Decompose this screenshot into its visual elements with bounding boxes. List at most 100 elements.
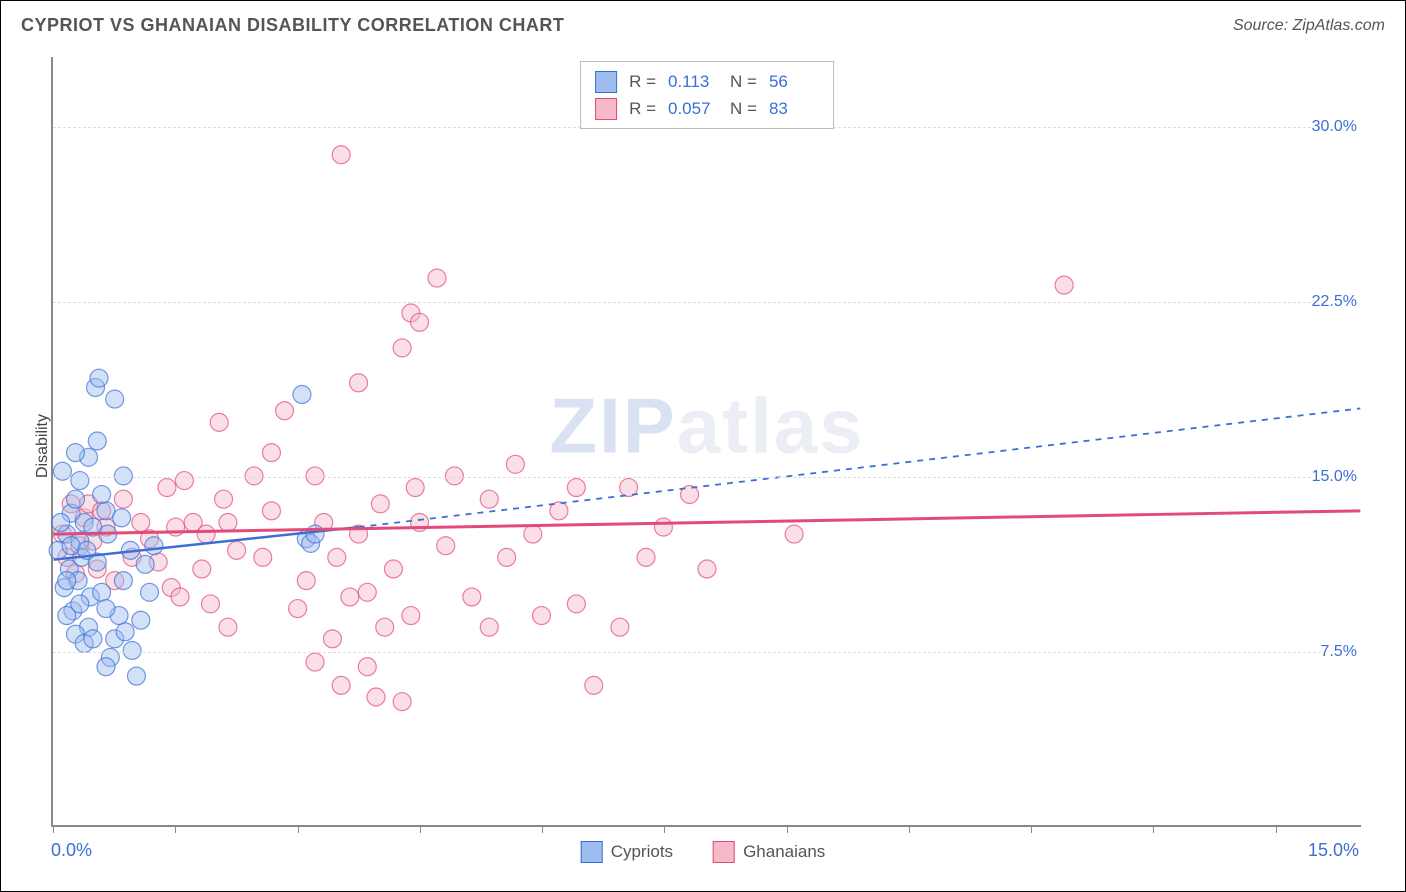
data-point <box>402 607 420 625</box>
x-tick <box>542 825 543 833</box>
data-point <box>262 444 280 462</box>
source-name: ZipAtlas.com <box>1293 17 1385 34</box>
source-label: Source: ZipAtlas.com <box>1233 17 1385 35</box>
legend-item-cypriots: Cypriots <box>581 841 673 863</box>
data-point <box>106 390 124 408</box>
y-axis-title: Disability <box>34 414 52 478</box>
data-point <box>114 490 132 508</box>
swatch-ghanaians-bottom <box>713 841 735 863</box>
data-point <box>254 548 272 566</box>
data-point <box>84 630 102 648</box>
legend-row-cypriots: R = 0.113 N = 56 <box>595 68 819 95</box>
n-value-cypriots: 56 <box>769 68 819 95</box>
data-point <box>323 630 341 648</box>
data-point <box>406 479 424 497</box>
data-point <box>445 467 463 485</box>
data-point <box>116 623 134 641</box>
data-point <box>197 525 215 543</box>
data-point <box>358 583 376 601</box>
data-point <box>219 513 237 531</box>
data-point <box>332 146 350 164</box>
data-point <box>297 572 315 590</box>
x-axis-min-label: 0.0% <box>51 840 92 861</box>
gridline <box>53 652 1361 653</box>
x-tick <box>298 825 299 833</box>
data-point <box>262 502 280 520</box>
legend-series: Cypriots Ghanaians <box>581 841 826 863</box>
x-tick <box>1031 825 1032 833</box>
data-point <box>175 472 193 490</box>
n-label: N = <box>730 68 757 95</box>
header: CYPRIOT VS GHANAIAN DISABILITY CORRELATI… <box>21 15 1385 36</box>
data-point <box>90 369 108 387</box>
x-tick <box>1153 825 1154 833</box>
chart-container: CYPRIOT VS GHANAIAN DISABILITY CORRELATI… <box>0 0 1406 892</box>
data-point <box>71 595 89 613</box>
data-point <box>210 413 228 431</box>
x-tick <box>787 825 788 833</box>
data-point <box>698 560 716 578</box>
x-tick <box>53 825 54 833</box>
data-point <box>1055 276 1073 294</box>
data-point <box>384 560 402 578</box>
data-point <box>114 467 132 485</box>
data-point <box>127 667 145 685</box>
data-point <box>332 676 350 694</box>
data-point <box>276 402 294 420</box>
data-point <box>245 467 263 485</box>
data-point <box>393 339 411 357</box>
data-point <box>371 495 389 513</box>
data-point <box>171 588 189 606</box>
r-value-ghanaians: 0.057 <box>668 95 718 122</box>
data-point <box>506 455 524 473</box>
r-label: R = <box>629 95 656 122</box>
data-point <box>136 555 154 573</box>
data-point <box>158 479 176 497</box>
data-point <box>567 595 585 613</box>
n-value-ghanaians: 83 <box>769 95 819 122</box>
data-point <box>145 537 163 555</box>
legend-item-ghanaians: Ghanaians <box>713 841 825 863</box>
data-point <box>67 444 85 462</box>
swatch-cypriots <box>595 71 617 93</box>
trend-line <box>54 511 1361 534</box>
gridline <box>53 477 1361 478</box>
source-prefix: Source: <box>1233 17 1293 34</box>
legend-stats: R = 0.113 N = 56 R = 0.057 N = 83 <box>580 61 834 129</box>
data-point <box>93 583 111 601</box>
data-point <box>341 588 359 606</box>
data-point <box>132 611 150 629</box>
data-point <box>88 432 106 450</box>
data-point <box>611 618 629 636</box>
data-point <box>228 541 246 559</box>
n-label: N = <box>730 95 757 122</box>
data-point <box>97 600 115 618</box>
legend-label-cypriots: Cypriots <box>611 842 673 862</box>
data-point <box>289 600 307 618</box>
y-tick-label: 22.5% <box>1312 293 1363 311</box>
chart-title: CYPRIOT VS GHANAIAN DISABILITY CORRELATI… <box>21 15 564 36</box>
data-point <box>411 313 429 331</box>
data-point <box>113 509 131 527</box>
data-point <box>93 486 111 504</box>
data-point <box>358 658 376 676</box>
data-point <box>141 583 159 601</box>
x-tick <box>664 825 665 833</box>
plot-area: ZIPatlas R = 0.113 N = 56 R = 0.057 N = … <box>51 57 1361 827</box>
y-tick-label: 15.0% <box>1312 468 1363 486</box>
y-tick-label: 7.5% <box>1321 643 1363 661</box>
data-point <box>524 525 542 543</box>
data-point <box>306 467 324 485</box>
x-tick <box>175 825 176 833</box>
data-point <box>215 490 233 508</box>
data-point <box>52 513 70 531</box>
x-tick <box>909 825 910 833</box>
data-point <box>428 269 446 287</box>
data-point <box>193 560 211 578</box>
data-point <box>533 607 551 625</box>
data-point <box>785 525 803 543</box>
data-point <box>202 595 220 613</box>
legend-label-ghanaians: Ghanaians <box>743 842 825 862</box>
x-axis-max-label: 15.0% <box>1308 840 1359 861</box>
data-point <box>97 658 115 676</box>
